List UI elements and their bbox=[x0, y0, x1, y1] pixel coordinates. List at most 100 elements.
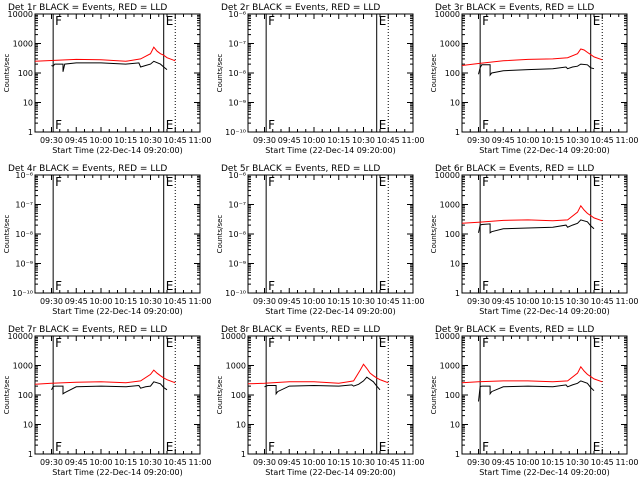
x-tick-label: 10:45 bbox=[164, 297, 187, 306]
panel-det-7r: Det 7r BLACK = Events, RED = LLD 1 10 100 10… bbox=[3, 325, 212, 477]
x-tick-label: 09:30 bbox=[467, 458, 490, 467]
marker-label: E bbox=[379, 14, 387, 28]
marker-label: F bbox=[268, 118, 275, 132]
x-tick-label: 11:00 bbox=[401, 136, 424, 145]
y-tick-label: 1000 bbox=[440, 40, 460, 49]
y-tick-label: 1 bbox=[28, 450, 33, 459]
x-tick-label: 09:30 bbox=[40, 297, 63, 306]
x-tick-label: 10:00 bbox=[89, 136, 112, 145]
y-tick-label: 10⁻⁹ bbox=[15, 260, 33, 269]
marker-label: E bbox=[166, 14, 174, 28]
panel-title: Det 4r BLACK = Events, RED = LLD bbox=[8, 164, 167, 174]
x-tick-label: 10:15 bbox=[114, 136, 137, 145]
x-axis-label: Start Time (22-Dec-14 09:20:00) bbox=[265, 468, 396, 477]
x-axis-label: Start Time (22-Dec-14 09:20:00) bbox=[52, 307, 183, 316]
x-tick-label: 10:30 bbox=[352, 136, 375, 145]
plot-frame bbox=[34, 13, 201, 133]
x-tick-label: 09:45 bbox=[492, 297, 515, 306]
x-tick-label: 11:00 bbox=[615, 297, 638, 306]
y-tick-label: 10⁻¹⁰ bbox=[225, 128, 246, 137]
panel-det-9r: Det 9r BLACK = Events, RED = LLD 1 10 100 10… bbox=[430, 325, 639, 477]
marker-label: F bbox=[268, 175, 275, 189]
y-tick-label: 10⁻⁹ bbox=[228, 260, 246, 269]
x-tick-label: 11:00 bbox=[401, 458, 424, 467]
x-tick-label: 10:45 bbox=[164, 136, 187, 145]
y-tick-label: 1 bbox=[455, 128, 460, 137]
y-tick-label: 10⁻⁶ bbox=[15, 171, 33, 180]
events-series-line bbox=[478, 380, 595, 402]
x-tick-label: 09:45 bbox=[278, 297, 301, 306]
y-tick-label: 10⁻⁸ bbox=[15, 230, 33, 239]
panel-det-6r: Det 6r BLACK = Events, RED = LLD 1 10 100 10… bbox=[430, 164, 639, 316]
panel-det-8r: Det 8r BLACK = Events, RED = LLD 1 10 100 10… bbox=[216, 325, 425, 477]
events-series-line bbox=[478, 63, 595, 77]
lld-series-line bbox=[461, 365, 603, 384]
x-tick-label: 10:15 bbox=[327, 136, 350, 145]
marker-label: E bbox=[593, 118, 601, 132]
x-tick-label: 10:45 bbox=[591, 297, 614, 306]
plot-frame bbox=[247, 335, 414, 455]
y-axis-label: Counts/sec bbox=[3, 376, 11, 415]
panel-title: Det 1r BLACK = Events, RED = LLD bbox=[8, 3, 167, 13]
y-axis-label: Counts/sec bbox=[430, 215, 438, 254]
x-tick-label: 10:45 bbox=[377, 297, 400, 306]
x-tick-label: 09:45 bbox=[278, 458, 301, 467]
marker-label: E bbox=[593, 279, 601, 293]
marker-label: E bbox=[166, 175, 174, 189]
panel-title: Det 8r BLACK = Events, RED = LLD bbox=[221, 325, 380, 335]
x-tick-label: 10:00 bbox=[516, 297, 539, 306]
y-tick-label: 100 bbox=[445, 69, 460, 78]
y-tick-label: 1000 bbox=[226, 362, 246, 371]
y-axis-label: Counts/sec bbox=[430, 376, 438, 415]
x-tick-label: 09:45 bbox=[65, 458, 88, 467]
events-series-line bbox=[51, 60, 168, 72]
marker-label: E bbox=[379, 336, 387, 350]
panel-det-2r: Det 2r BLACK = Events, RED = LLD 10⁻¹⁰ 10⁻… bbox=[216, 3, 425, 155]
x-tick-label: 10:15 bbox=[114, 297, 137, 306]
x-tick-label: 09:30 bbox=[467, 136, 490, 145]
plot-frame bbox=[247, 174, 414, 294]
y-tick-label: 100 bbox=[445, 391, 460, 400]
marker-label: F bbox=[55, 14, 62, 28]
x-tick-label: 09:45 bbox=[65, 297, 88, 306]
y-tick-label: 10⁻⁷ bbox=[228, 201, 246, 210]
marker-label: F bbox=[55, 440, 62, 454]
plot-frame bbox=[461, 13, 628, 133]
y-tick-label: 10000 bbox=[435, 10, 460, 19]
y-tick-label: 10⁻⁸ bbox=[228, 69, 246, 78]
x-tick-label: 09:30 bbox=[253, 136, 276, 145]
y-tick-label: 10000 bbox=[8, 10, 33, 19]
marker-label: E bbox=[379, 279, 387, 293]
x-axis-label: Start Time (22-Dec-14 09:20:00) bbox=[265, 146, 396, 155]
marker-label: F bbox=[55, 175, 62, 189]
y-tick-label: 10 bbox=[23, 421, 33, 430]
x-tick-label: 10:30 bbox=[352, 458, 375, 467]
y-tick-label: 100 bbox=[231, 391, 246, 400]
y-tick-label: 100 bbox=[18, 69, 33, 78]
marker-label: F bbox=[55, 279, 62, 293]
x-tick-label: 11:00 bbox=[615, 458, 638, 467]
y-tick-label: 1000 bbox=[440, 362, 460, 371]
plot-frame bbox=[461, 174, 628, 294]
x-tick-label: 09:45 bbox=[278, 136, 301, 145]
x-tick-label: 10:45 bbox=[377, 136, 400, 145]
plot-frame bbox=[34, 335, 201, 455]
x-tick-label: 11:00 bbox=[188, 136, 211, 145]
marker-label: E bbox=[166, 279, 174, 293]
x-tick-label: 10:30 bbox=[139, 297, 162, 306]
plot-frame bbox=[247, 13, 414, 133]
events-series-line bbox=[478, 219, 595, 234]
y-tick-label: 100 bbox=[445, 230, 460, 239]
marker-label: E bbox=[593, 14, 601, 28]
panel-det-1r: Det 1r BLACK = Events, RED = LLD 1 10 100 10… bbox=[3, 3, 212, 155]
y-tick-label: 10000 bbox=[435, 171, 460, 180]
x-axis-label: Start Time (22-Dec-14 09:20:00) bbox=[479, 468, 610, 477]
panel-det-4r: Det 4r BLACK = Events, RED = LLD 10⁻¹⁰ 10⁻… bbox=[3, 164, 212, 316]
x-tick-label: 11:00 bbox=[615, 136, 638, 145]
x-tick-label: 09:30 bbox=[253, 297, 276, 306]
x-tick-label: 10:00 bbox=[302, 458, 325, 467]
x-tick-label: 09:45 bbox=[492, 136, 515, 145]
lld-series-line bbox=[34, 369, 176, 385]
x-axis-label: Start Time (22-Dec-14 09:20:00) bbox=[265, 307, 396, 316]
